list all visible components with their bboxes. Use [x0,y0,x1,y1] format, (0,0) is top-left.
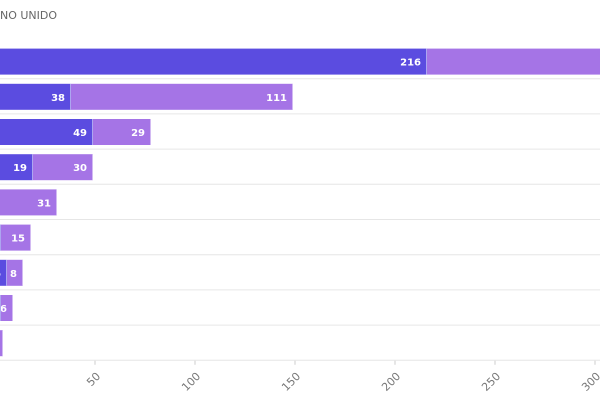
bar-segment [0,259,7,286]
data-label: 29 [131,128,145,139]
bar-segment [0,119,93,145]
bar-segment [93,119,151,145]
bar-segment [33,154,93,181]
x-tick-label: 150 [279,370,303,394]
data-label: 19 [13,163,27,174]
data-label: 6 [0,304,7,315]
bar-segment [71,83,293,110]
bar-segment [0,154,33,181]
chart-title: NO UNIDO [0,9,57,22]
data-label: 111 [266,93,287,104]
data-label: 30 [73,163,87,174]
bar-segment [0,189,57,216]
data-label: 15 [11,234,25,245]
data-label: 49 [73,128,87,139]
x-tick-label: 0 [0,370,3,384]
x-tick-label: 100 [179,370,203,394]
data-label: 216 [400,58,421,69]
x-tick-label: 250 [479,370,503,394]
bar-segment [0,330,3,357]
x-tick-label: 200 [379,370,403,394]
data-label: 31 [37,198,51,209]
data-label: 38 [51,93,65,104]
bar-segment [427,48,600,75]
bar-segment [1,295,13,321]
x-tick-label: 50 [84,370,103,389]
bar-segment [0,48,427,75]
bar-segment [0,83,71,110]
data-label: 8 [10,269,17,280]
bar-segment [7,259,23,286]
data-label: 6 [0,269,1,280]
bar-segment [1,224,31,251]
x-tick-label: 300 [579,370,600,394]
